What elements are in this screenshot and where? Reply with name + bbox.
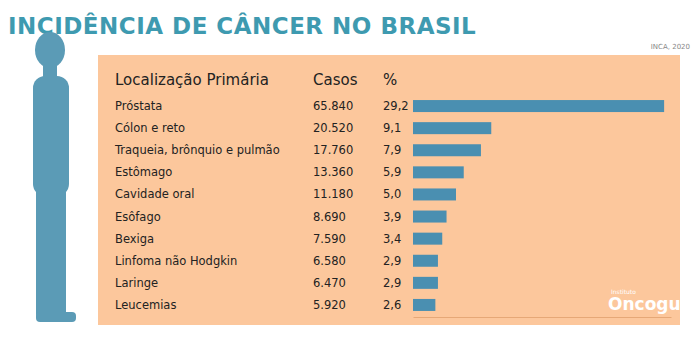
bar	[413, 166, 464, 178]
bar	[413, 255, 438, 267]
category-label: Esôfago	[115, 210, 161, 224]
data-label: 2,6	[383, 298, 401, 312]
source: INCA, 2020	[651, 43, 690, 51]
cases-label: 6.580	[313, 254, 346, 268]
silhouette-foot	[36, 312, 76, 322]
category-label: Traqueia, brônquio e pulmão	[114, 143, 280, 157]
data-label: 9,1	[383, 121, 401, 135]
cases-label: 65.840	[313, 99, 353, 113]
silhouette-legs	[36, 180, 66, 320]
category-label: Linfoma não Hodgkin	[115, 254, 237, 268]
column-header: Localização Primária	[115, 71, 269, 89]
column-header: Casos	[313, 71, 358, 89]
category-label: Leucemias	[115, 298, 176, 312]
title: INCIDÊNCIA DE CÂNCER NO BRASIL	[8, 12, 476, 39]
data-label: 3,9	[383, 210, 401, 224]
cases-label: 20.520	[313, 121, 353, 135]
data-label: 5,0	[383, 187, 401, 201]
bar	[413, 277, 438, 289]
cases-label: 7.590	[313, 232, 346, 246]
bar	[413, 144, 481, 156]
cases-label: 11.180	[313, 187, 353, 201]
data-label: 5,9	[383, 165, 401, 179]
cases-label: 5.920	[313, 298, 346, 312]
category-label: Laringe	[115, 276, 158, 290]
column-header: %	[383, 71, 397, 89]
data-label: 2,9	[383, 276, 401, 290]
bars	[413, 100, 664, 311]
bar	[413, 233, 442, 245]
category-label: Cavidade oral	[115, 187, 194, 201]
data-label: 29,2	[383, 99, 409, 113]
axis-line	[414, 317, 672, 318]
bar	[413, 100, 664, 112]
category-label: Próstata	[115, 99, 162, 113]
bar	[413, 211, 447, 223]
bar	[413, 122, 491, 134]
logo: Oncoguia	[608, 294, 698, 314]
cases-label: 8.690	[313, 210, 346, 224]
bar	[413, 299, 435, 311]
category-label: Estômago	[115, 165, 172, 179]
x-axis	[414, 317, 672, 318]
category-label: Bexiga	[115, 232, 154, 246]
category-label: Cólon e reto	[115, 121, 185, 135]
silhouette	[33, 32, 76, 322]
rows: Próstata 65.840 29,2 Cólon e reto 20.520 9,1 T…	[114, 99, 409, 312]
cases-label: 6.470	[313, 276, 346, 290]
cases-label: 17.760	[313, 143, 353, 157]
chart: INCIDÊNCIA DE CÂNCER NO BRASIL INCA, 2020…	[0, 0, 700, 364]
data-label: 2,9	[383, 254, 401, 268]
data-label: 7,9	[383, 143, 401, 157]
data-label: 3,4	[383, 232, 401, 246]
panel	[98, 55, 680, 325]
silhouette-torso	[33, 76, 69, 196]
bar	[413, 188, 456, 200]
cases-label: 13.360	[313, 165, 353, 179]
